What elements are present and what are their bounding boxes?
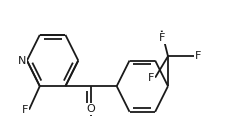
Text: F: F <box>22 105 28 115</box>
Text: O: O <box>87 104 95 114</box>
Text: F: F <box>148 73 154 83</box>
Text: F: F <box>195 51 201 61</box>
Text: F: F <box>158 33 165 43</box>
Text: N: N <box>17 55 26 66</box>
